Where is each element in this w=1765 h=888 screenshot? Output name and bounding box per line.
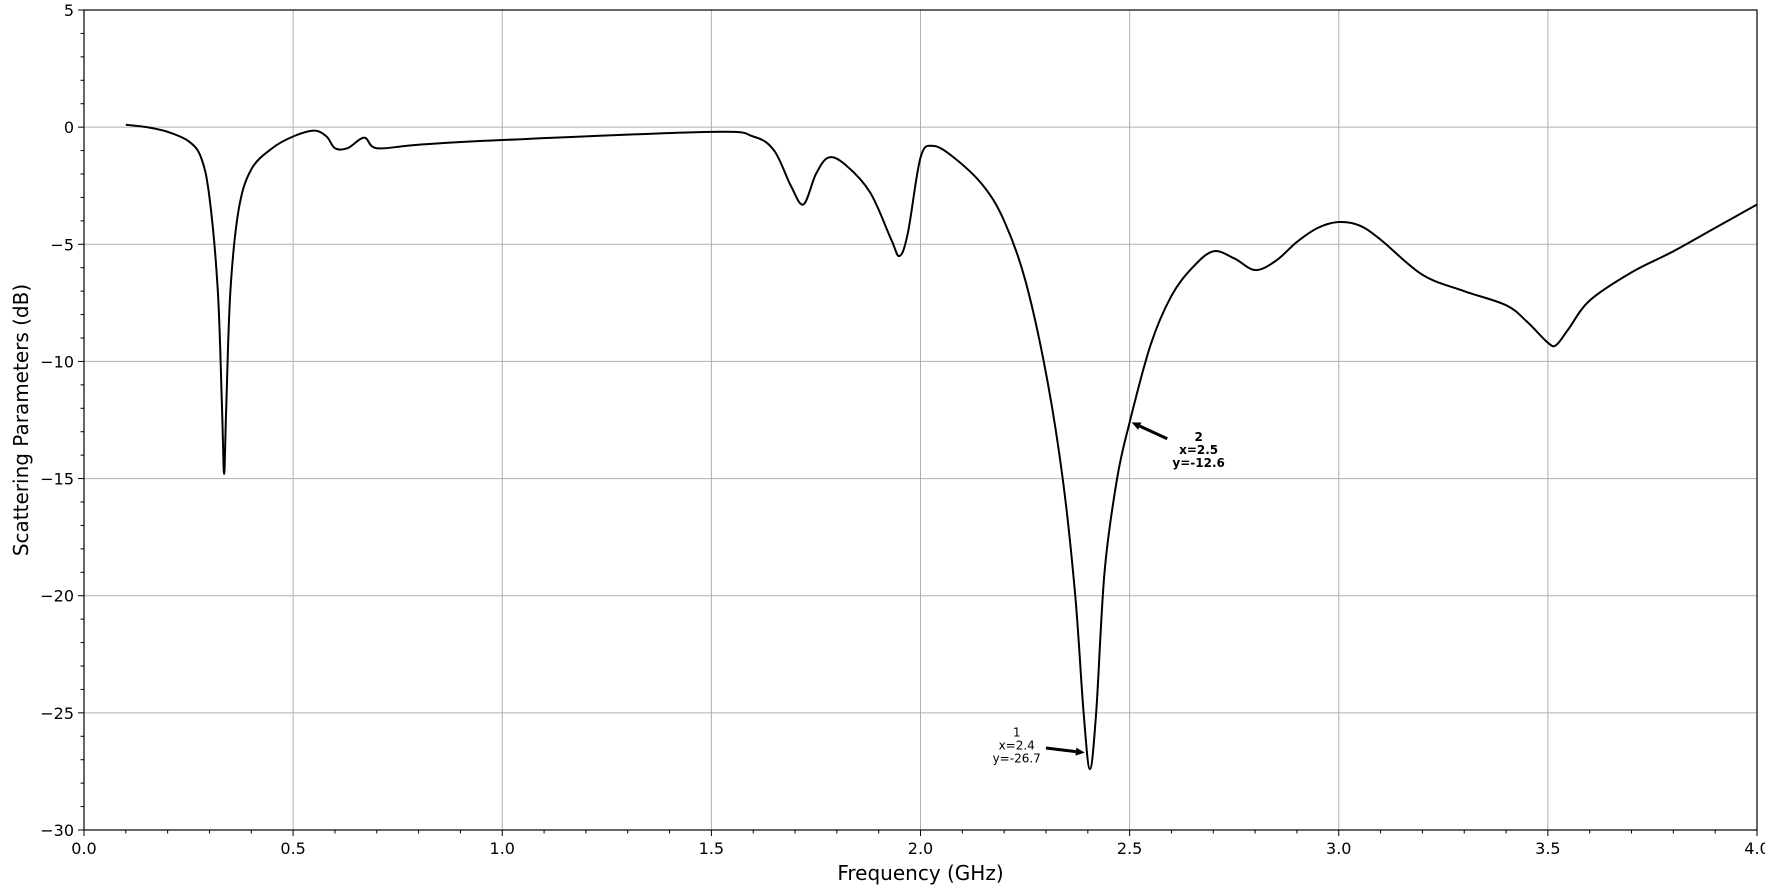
annotations: 1x=2.4y=-26.7 2x=2.5y=-12.6 — [993, 422, 1225, 765]
x-tick-label: 4.0 — [1744, 839, 1765, 858]
y-tick-label: −5 — [50, 235, 74, 254]
x-tick-label: 1.0 — [490, 839, 515, 858]
y-tick-label: −10 — [40, 352, 74, 371]
annotation-label: 2 — [1194, 430, 1202, 444]
x-tick-label: 0.5 — [280, 839, 305, 858]
grid — [83, 9, 1758, 831]
annotation-label: x=2.5 — [1179, 443, 1218, 457]
x-tick-label: 2.5 — [1117, 839, 1142, 858]
y-tick-label: −30 — [40, 821, 74, 840]
x-tick-label: 1.5 — [699, 839, 724, 858]
x-axis-label: Frequency (GHz) — [837, 861, 1003, 885]
x-tick-label: 3.0 — [1326, 839, 1351, 858]
annotation-label: x=2.4 — [999, 738, 1035, 752]
ticks: 0.0 0.5 1.0 1.5 2.0 2.5 3.0 3.5 4.0 5 0 −10 −15 −20 −2… — [40, 1, 1765, 858]
series-line — [125, 123, 1758, 771]
annotation-label: y=-26.7 — [993, 751, 1041, 765]
annotation-arrow — [1139, 424, 1168, 441]
x-tick-label: 0.0 — [71, 839, 96, 858]
annotation-label: y=-12.6 — [1172, 456, 1224, 470]
y-tick-label: −20 — [40, 587, 74, 606]
x-tick-label: 2.0 — [908, 839, 933, 858]
annotation-arrow — [1045, 746, 1077, 754]
y-tick-label: 5 — [64, 1, 74, 20]
annotation-arrowhead — [1075, 747, 1085, 756]
y-tick-label: −15 — [40, 470, 74, 489]
y-axis-label: Scattering Parameters (dB) — [9, 284, 33, 556]
x-tick-label: 3.5 — [1535, 839, 1560, 858]
y-tick-label: −25 — [40, 704, 74, 723]
plot-frame — [83, 9, 1758, 831]
annotation-arrowhead — [1131, 422, 1142, 430]
y-tick-label: 0 — [64, 118, 74, 137]
annotation-label: 1 — [1013, 725, 1021, 739]
